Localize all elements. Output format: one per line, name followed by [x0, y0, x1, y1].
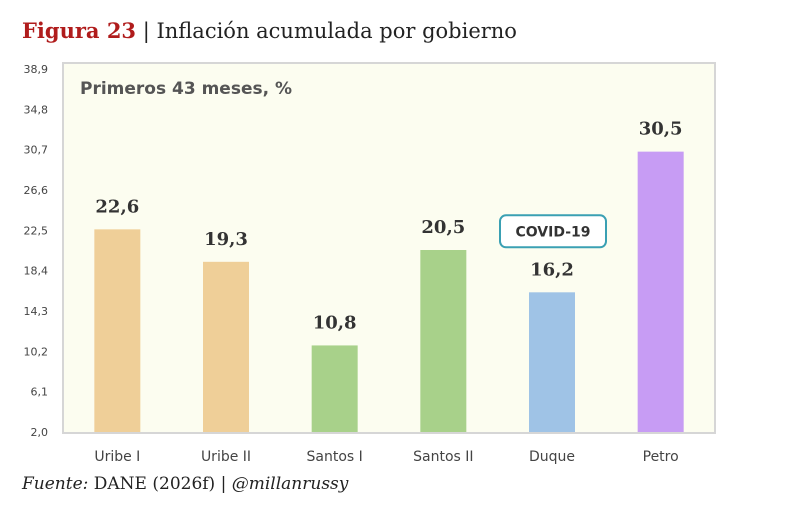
title-separator: |: [136, 19, 157, 43]
figure-title: Figura 23 | Inflación acumulada por gobi…: [22, 18, 517, 43]
bar: [529, 292, 575, 432]
y-tick-label: 38,9: [24, 63, 49, 76]
data-label: 22,6: [95, 196, 139, 217]
y-tick-label: 14,3: [24, 305, 49, 318]
data-label: 30,5: [639, 119, 683, 140]
plot-area: [62, 62, 716, 434]
data-label: 20,5: [421, 217, 465, 238]
y-tick-label: 2,0: [31, 426, 49, 439]
y-tick-label: 18,4: [24, 265, 49, 278]
bar: [311, 345, 358, 432]
bar: [637, 151, 684, 432]
source-note: Fuente: DANE (2026f) | @millanrussy: [22, 474, 348, 494]
x-tick-label: Petro: [643, 449, 679, 465]
source-label: Fuente:: [22, 474, 89, 494]
data-label: 10,8: [313, 312, 357, 333]
data-label: 19,3: [204, 229, 248, 250]
author-handle: @millanrussy: [231, 474, 349, 494]
y-tick-label: 22,5: [24, 224, 49, 237]
x-tick-label: Uribe I: [94, 449, 140, 465]
figure-label: Figura 23: [22, 18, 137, 43]
bar: [94, 229, 141, 432]
data-label: 16,2: [530, 259, 574, 280]
x-tick-label: Duque: [529, 449, 575, 465]
y-tick-label: 6,1: [31, 386, 49, 399]
y-tick-label: 34,8: [24, 103, 49, 116]
bar: [203, 261, 249, 432]
y-tick-label: 30,7: [24, 144, 49, 157]
chart-title: Primeros 43 meses, %: [80, 79, 292, 99]
annotation-box: [499, 214, 607, 249]
y-tick-label: 10,2: [24, 345, 49, 358]
x-tick-label: Santos II: [413, 449, 473, 465]
annotation-text: COVID-19: [515, 224, 590, 240]
x-tick-label: Uribe II: [201, 449, 251, 465]
source-text: DANE (2026f) |: [88, 474, 232, 494]
y-tick-label: 26,6: [24, 184, 49, 197]
x-tick-label: Santos I: [307, 449, 363, 465]
title-text: Inflación acumulada por gobierno: [156, 19, 517, 43]
bar: [420, 250, 467, 432]
